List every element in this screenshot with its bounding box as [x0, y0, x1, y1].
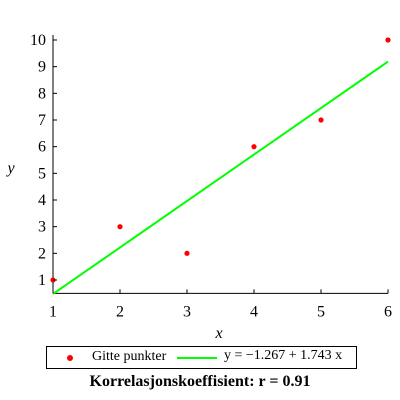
- x-tick-label: 4: [250, 303, 258, 320]
- x-axis-label: x: [214, 325, 222, 342]
- y-tick-label: 8: [38, 85, 46, 102]
- legend-scatter-marker: [67, 355, 73, 361]
- legend-line-label: y = −1.267 + 1.743 x: [224, 348, 343, 363]
- legend: Gitte punkter y = −1.267 + 1.743 x: [46, 346, 357, 369]
- y-tick-label: 6: [38, 139, 46, 156]
- data-point: [251, 144, 257, 150]
- data-point: [184, 250, 190, 256]
- legend-scatter-label: Gitte punkter: [92, 349, 167, 364]
- data-point: [117, 224, 123, 230]
- axes: [52, 35, 388, 294]
- x-tick-label: 3: [183, 303, 191, 320]
- y-axis-label: y: [5, 160, 15, 177]
- x-tick-label: 1: [49, 303, 57, 320]
- regression-line: [52, 60, 389, 295]
- y-tick-label: 10: [30, 32, 46, 49]
- x-tick-label: 6: [384, 303, 392, 320]
- data-point: [385, 37, 391, 43]
- y-tick-label: 4: [38, 192, 46, 209]
- regression-line-layer: [52, 60, 389, 295]
- points-layer: [50, 37, 391, 283]
- y-tick-label: 3: [38, 219, 46, 236]
- x-tick-label: 2: [116, 303, 124, 320]
- y-tick-label: 5: [38, 165, 46, 182]
- y-tick-label: 7: [38, 112, 46, 129]
- correlation-caption: Korrelasjonskoeffisient: r = 0.91: [89, 373, 311, 390]
- x-tick-label: 5: [317, 303, 325, 320]
- legend-line-swatch: [177, 357, 217, 359]
- y-tick-label: 1: [38, 272, 46, 289]
- y-tick-label: 9: [38, 59, 46, 76]
- data-point: [318, 117, 324, 123]
- ticks-layer: 1 2 3 4 5 6 1 2 3 4 5 6 7 8 9 10: [30, 32, 392, 320]
- y-tick-label: 2: [38, 245, 46, 262]
